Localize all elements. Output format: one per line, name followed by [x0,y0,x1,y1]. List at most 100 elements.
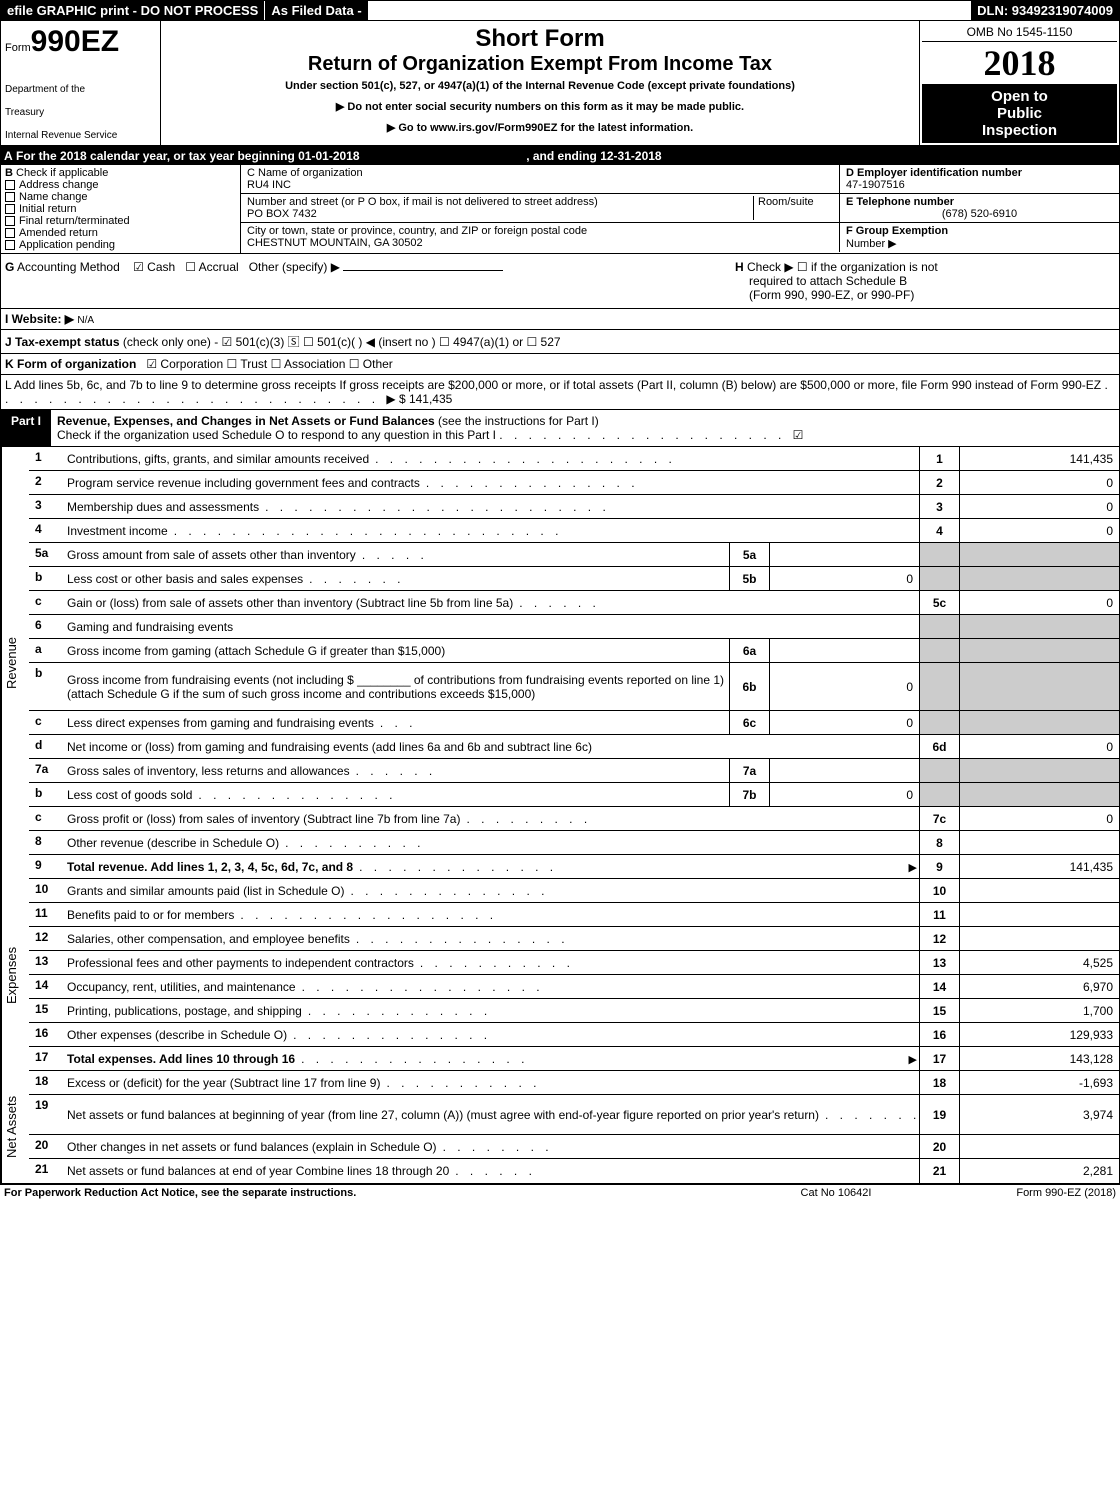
l3-num: 3 [29,495,65,518]
l5c-rnum: 5c [919,591,959,614]
l7b-rvshade [959,783,1119,806]
l4-rnum: 4 [919,519,959,542]
checkbox-initial-return[interactable] [5,204,15,214]
l2-num: 2 [29,471,65,494]
dept-line2: Treasury [5,107,117,118]
l8-rnum: 8 [919,831,959,854]
l6b-desc: Gross income from fundraising events (no… [67,673,727,701]
l2-desc: Program service revenue including govern… [67,476,420,490]
dept-line1: Department of the [5,84,117,95]
l8-rval [959,831,1119,854]
row-j: J Tax-exempt status (check only one) - ☑… [0,330,1120,354]
footer-mid: Cat No 10642I [736,1187,936,1199]
l4-desc: Investment income [67,524,168,538]
g-label: Accounting Method [17,260,120,274]
l5a-rshade [919,543,959,566]
url-note: ▶ Go to www.irs.gov/Form990EZ for the la… [167,121,913,134]
l6b-rshade [919,663,959,710]
l16-num: 16 [29,1023,65,1046]
top-bar: efile GRAPHIC print - DO NOT PROCESS As … [0,0,1120,21]
l11-rnum: 11 [919,903,959,926]
h-lead: H [735,260,744,274]
l7a-num: 7a [29,759,65,782]
l6d-desc: Net income or (loss) from gaming and fun… [67,740,592,754]
b-lead: B [5,167,13,179]
l16-rnum: 16 [919,1023,959,1046]
revenue-section: Revenue 1Contributions, gifts, grants, a… [0,447,1120,879]
l5b-desc: Less cost or other basis and sales expen… [67,572,303,586]
b-item-3: Final return/terminated [19,215,130,227]
short-form-title: Short Form [167,25,913,53]
b-item-1: Name change [19,191,88,203]
part-1-header: Part I Revenue, Expenses, and Changes in… [0,410,1120,447]
l17-rnum: 17 [919,1047,959,1070]
l6c-rshade [919,711,959,734]
inspection: Inspection [924,122,1115,139]
row-a-lead: A [4,149,13,163]
l1-rval: 141,435 [959,447,1119,470]
row-l: L Add lines 5b, 6c, and 7b to line 9 to … [0,375,1120,410]
netassets-side-label: Net Assets [1,1071,29,1183]
l5b-mv: 0 [769,567,919,590]
l18-rnum: 18 [919,1071,959,1094]
l4-rval: 0 [959,519,1119,542]
d-label: D Employer identification number [846,167,1113,179]
c-city-label: City or town, state or province, country… [247,225,833,237]
l13-desc: Professional fees and other payments to … [67,956,414,970]
l6a-mb: 6a [729,639,769,662]
checkbox-amended-return[interactable] [5,228,15,238]
expenses-side-label: Expenses [1,879,29,1071]
l6d-rval: 0 [959,735,1119,758]
e-label: E Telephone number [846,196,1113,208]
l5a-desc: Gross amount from sale of assets other t… [67,548,356,562]
l6a-rshade [919,639,959,662]
l1-num: 1 [29,447,65,470]
checkbox-address-change[interactable] [5,180,15,190]
as-filed-label: As Filed Data - [265,1,368,20]
l6-rshade [919,615,959,638]
l11-num: 11 [29,903,65,926]
l14-num: 14 [29,975,65,998]
l6b-mv: 0 [769,663,919,710]
l21-desc: Net assets or fund balances at end of ye… [67,1164,449,1178]
checkbox-application-pending[interactable] [5,240,15,250]
l6c-desc: Less direct expenses from gaming and fun… [67,716,374,730]
l14-desc: Occupancy, rent, utilities, and maintena… [67,980,296,994]
netassets-section: Net Assets 18 Excess or (deficit) for the… [0,1071,1120,1184]
footer-right: Form 990-EZ (2018) [936,1187,1116,1199]
l7c-num: c [29,807,65,830]
j-label: J Tax-exempt status [5,335,120,349]
block-b-through-f: B Check if applicable Address change Nam… [0,165,1120,254]
checkbox-name-change[interactable] [5,192,15,202]
ssn-note: ▶ Do not enter social security numbers o… [167,100,913,113]
checkbox-final-return[interactable] [5,216,15,226]
public: Public [924,105,1115,122]
l5c-num: c [29,591,65,614]
l5a-mb: 5a [729,543,769,566]
block-g-h: G Accounting Method ☑ Cash ☐ Accrual Oth… [0,254,1120,309]
l20-num: 20 [29,1135,65,1158]
g-other: Other (specify) ▶ [249,260,340,274]
subtitle: Under section 501(c), 527, or 4947(a)(1)… [167,80,913,92]
l-amount: ▶ $ 141,435 [386,392,452,406]
l20-desc: Other changes in net assets or fund bala… [67,1140,437,1154]
l6c-mb: 6c [729,711,769,734]
part-1-check: Check if the organization used Schedule … [57,428,496,442]
l20-rnum: 20 [919,1135,959,1158]
dept-line3: Internal Revenue Service [5,130,117,141]
k-label: K Form of organization [5,357,136,371]
l10-rval [959,879,1119,902]
l12-desc: Salaries, other compensation, and employ… [67,932,350,946]
org-address: PO BOX 7432 [247,208,753,220]
l15-num: 15 [29,999,65,1022]
l19-rnum: 19 [919,1095,959,1134]
l5b-rvshade [959,567,1119,590]
l18-desc: Excess or (deficit) for the year (Subtra… [67,1076,380,1090]
l6d-rnum: 6d [919,735,959,758]
tax-year: 2018 [922,42,1117,84]
l6c-rvshade [959,711,1119,734]
l17-num: 17 [29,1047,65,1070]
l18-rval: -1,693 [959,1071,1119,1094]
l9-rnum: 9 [919,855,959,878]
l12-rnum: 12 [919,927,959,950]
